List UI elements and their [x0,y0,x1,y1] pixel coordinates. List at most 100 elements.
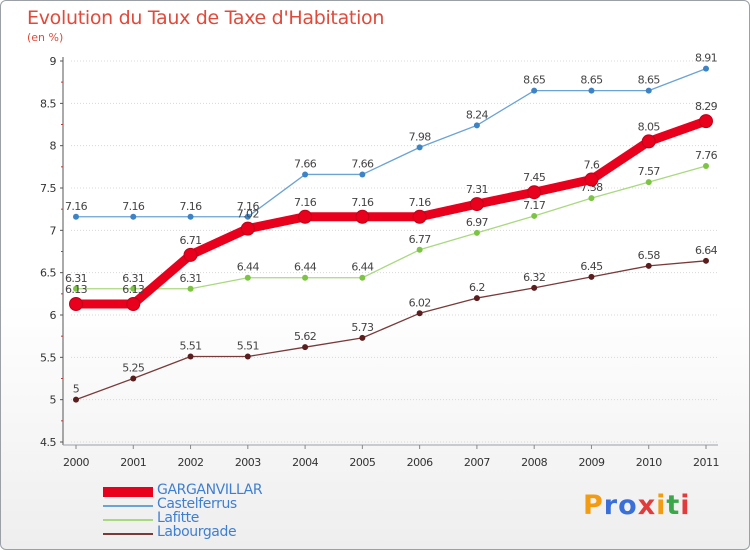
x-tick-label: 2007 [464,456,490,469]
y-tick-label: 6.5 [40,267,56,280]
data-point [244,274,251,281]
legend-swatch [103,533,153,535]
data-point [187,213,194,220]
data-point [302,274,309,281]
data-label: 6.2 [469,281,485,294]
data-point [703,162,709,169]
data-point [645,87,652,94]
data-label: 6.44 [294,261,317,274]
data-point [703,257,709,264]
data-label: 7.6 [584,159,600,172]
x-tick-label: 2011 [693,456,719,469]
proxiti-logo: Proxiti [583,490,691,521]
data-label: 6.31 [179,272,201,285]
data-label: 8.24 [466,108,489,121]
data-label: 8.65 [523,74,546,87]
data-point [359,171,366,178]
data-label: 7.31 [466,183,488,196]
data-label: 7.16 [237,200,260,213]
data-label: 7.16 [179,200,202,213]
data-point [416,310,423,317]
data-point [416,246,423,253]
y-tick-label: 7 [50,224,57,237]
data-point [412,209,427,224]
logo-letter: t [666,490,681,521]
x-tick-label: 2005 [349,456,375,469]
data-point [244,213,251,220]
legend-label: Labourgade [157,524,237,540]
data-point [473,295,480,302]
data-label: 6.97 [466,216,489,229]
logo-letter: i [680,490,691,521]
x-tick-label: 2001 [120,456,146,469]
data-point [473,122,480,129]
y-tick-label: 4.5 [40,436,56,449]
data-point [73,213,79,220]
data-point [473,229,480,236]
data-point [531,212,538,219]
logo-letter: i [656,490,667,521]
data-point [73,285,79,292]
legend-swatch [103,519,153,521]
x-tick-label: 2003 [235,456,261,469]
data-label: 6.71 [179,234,201,247]
data-label: 5.51 [179,339,201,352]
chart-subtitle: (en %) [27,31,64,44]
data-point [355,209,370,224]
data-point [244,353,251,360]
data-label: 6.58 [638,249,661,262]
logo-letter: x [637,490,657,521]
data-label: 7.16 [409,196,432,209]
data-point [359,334,366,341]
x-tick-label: 2008 [521,456,547,469]
x-tick-label: 2004 [292,456,318,469]
legend-swatch [103,505,153,507]
data-point [183,247,198,262]
series-line-garganvillar [71,116,711,309]
y-tick-label: 5 [50,394,57,407]
data-point [703,65,709,72]
series-line-castelferrus [75,67,707,218]
legend-swatch [103,487,153,497]
data-point [588,195,595,202]
data-point [531,284,538,291]
data-label: 6.44 [351,261,374,274]
data-label: 7.17 [523,199,546,212]
data-label: 5.51 [237,339,259,352]
x-tick-label: 2002 [178,456,204,469]
data-label: 5.25 [122,362,145,375]
data-point [699,114,713,129]
data-label: 7.57 [638,165,661,178]
y-tick-label: 7.5 [40,182,56,195]
x-tick-label: 2009 [578,456,604,469]
data-point [302,171,309,178]
data-point [531,87,538,94]
data-label: 7.02 [237,208,259,221]
data-point [298,209,313,224]
data-label: 7.16 [294,196,317,209]
data-point [69,296,83,311]
data-point [588,87,595,94]
y-tick-label: 8 [50,140,57,153]
data-label: 8.65 [638,74,661,87]
legend-label: GARGANVILLAR [157,482,263,498]
data-label: 6.32 [523,271,545,284]
data-point [416,144,423,151]
y-tick-label: 9 [50,55,57,68]
data-point [126,296,141,311]
data-point [645,262,652,269]
data-label: 7.66 [294,157,317,170]
data-label: 6.13 [122,283,145,296]
data-label: 6.31 [65,272,87,285]
data-label: 5 [73,383,80,396]
data-label: 8.29 [695,100,718,113]
data-label: 7.76 [695,149,718,162]
logo-letter: P [583,490,604,521]
data-point [584,172,599,187]
data-point [588,273,595,280]
data-label: 7.66 [351,157,374,170]
data-label: 8.05 [638,120,661,133]
data-point [240,221,255,236]
